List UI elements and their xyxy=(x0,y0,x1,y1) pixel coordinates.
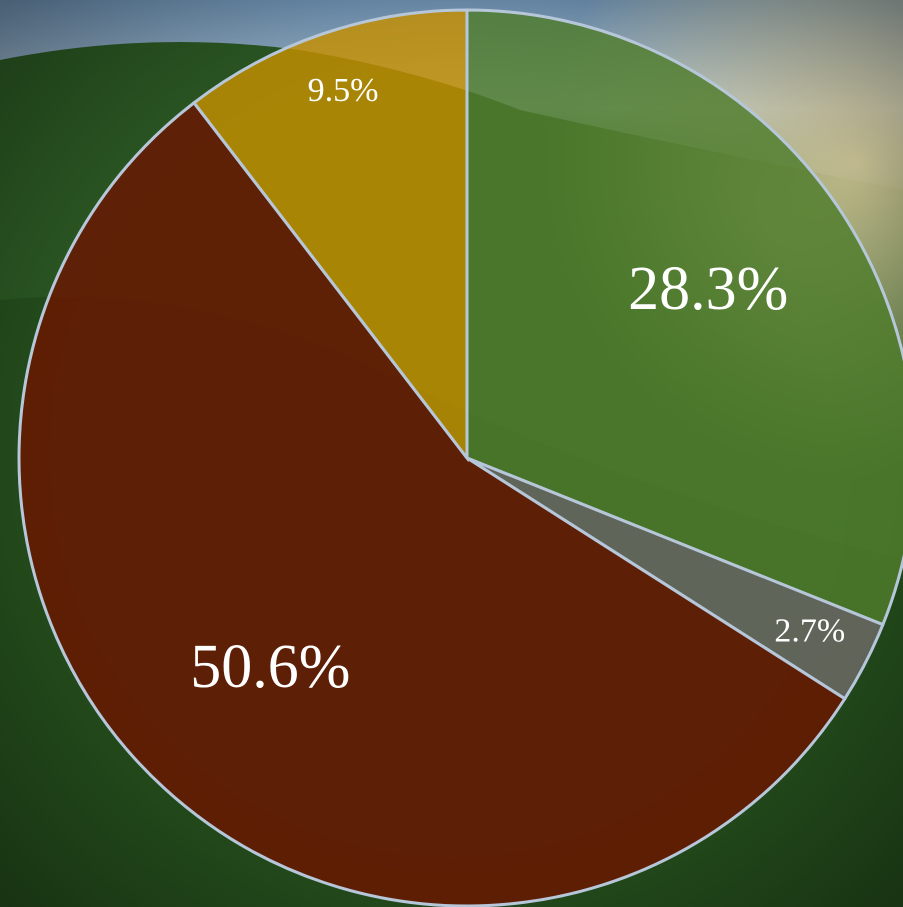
data-label: 9.5% xyxy=(308,72,379,109)
pie: 28.3% 2.7% 50.6% 9.5% xyxy=(17,8,903,907)
pie-slice xyxy=(465,8,903,627)
pie-slice xyxy=(191,8,469,463)
pie-slice xyxy=(17,100,847,907)
data-label: 28.3% xyxy=(628,255,788,323)
data-label: 2.7% xyxy=(774,613,845,650)
data-label: 50.6% xyxy=(190,633,350,701)
